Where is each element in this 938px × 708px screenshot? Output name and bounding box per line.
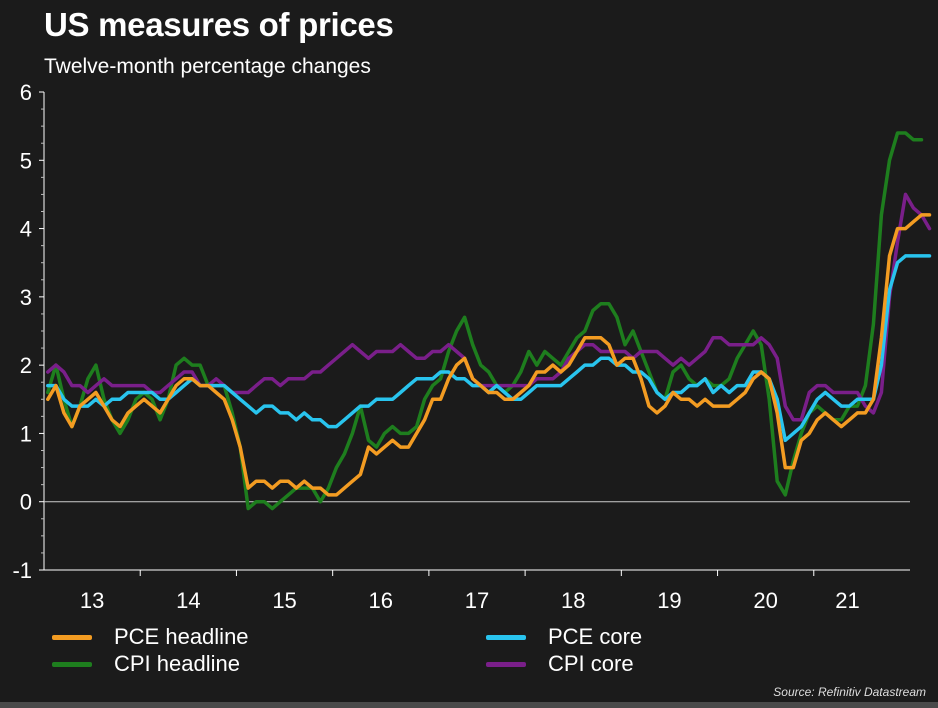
y-tick-label: -1	[12, 558, 32, 583]
x-tick-label: 17	[465, 588, 489, 613]
legend-swatch-pce-headline	[52, 634, 92, 640]
legend-label-pce-core: PCE core	[548, 624, 643, 649]
legend-swatch-cpi-core	[486, 661, 526, 667]
x-tick-label: 16	[369, 588, 393, 613]
series-line-pce-headline	[46, 213, 932, 497]
y-tick-label: 3	[20, 285, 32, 310]
x-tick-label: 14	[176, 588, 200, 613]
series-line-cpi-headline	[46, 131, 924, 511]
chart-subtitle: Twelve-month percentage changes	[44, 55, 371, 78]
legend-item-pce-headline: PCE headline	[52, 624, 249, 650]
y-tick-label: 1	[20, 421, 32, 446]
chart-title: US measures of prices	[44, 6, 394, 43]
legend-item-cpi-headline: CPI headline	[52, 651, 240, 677]
x-tick-label: 20	[753, 588, 777, 613]
y-tick-label: 2	[20, 353, 32, 378]
y-tick-label: 4	[20, 217, 32, 242]
x-tick-label: 21	[835, 588, 859, 613]
legend-swatch-cpi-headline	[52, 661, 92, 667]
y-tick-label: 0	[20, 490, 32, 515]
series-line-pce-core	[46, 254, 932, 443]
legend-swatch-pce-core	[486, 634, 526, 640]
legend-label-pce-headline: PCE headline	[114, 624, 249, 649]
legend-item-cpi-core: CPI core	[486, 651, 634, 677]
legend-item-pce-core: PCE core	[486, 624, 642, 650]
y-tick-label: 6	[20, 80, 32, 105]
x-tick-label: 15	[272, 588, 296, 613]
x-tick-label: 18	[561, 588, 585, 613]
legend-label-cpi-core: CPI core	[548, 651, 634, 676]
legend-label-cpi-headline: CPI headline	[114, 651, 240, 676]
x-tick-label: 13	[80, 588, 104, 613]
bottom-border	[0, 702, 938, 708]
series-line-cpi-core	[46, 192, 932, 422]
x-tick-label: 19	[657, 588, 681, 613]
source-note: Source: Refinitiv Datastream	[773, 685, 926, 699]
y-tick-label: 5	[20, 148, 32, 173]
